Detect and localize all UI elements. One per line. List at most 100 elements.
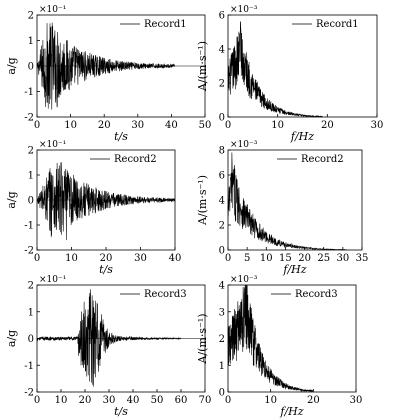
legend-label: Record1 (144, 19, 187, 30)
x-tick-label: 10 (65, 253, 78, 264)
x-tick-label: 30 (103, 395, 116, 406)
y-tick-label: 2 (219, 221, 225, 232)
y-tick-label: 2 (219, 79, 225, 90)
x-tick-label: 10 (260, 253, 273, 264)
x-tick-label: 30 (134, 253, 147, 264)
plot-frame (227, 14, 378, 118)
y-tick-label: -2 (24, 388, 34, 399)
x-tick-label: 15 (279, 253, 292, 264)
x-tick-label: 10 (271, 120, 284, 131)
y-tick-label: 3 (219, 307, 225, 318)
x-axis-label: t/s (114, 130, 128, 143)
x-tick-label: 0 (34, 395, 40, 406)
x-axis-label: f/Hz (279, 405, 303, 418)
x-tick-label: 0 (225, 120, 231, 131)
x-tick-label: 20 (100, 253, 113, 264)
y-tick-label: 6 (219, 11, 225, 22)
x-tick-label: 50 (199, 120, 212, 131)
x-tick-label: 30 (371, 120, 384, 131)
panel-6: 0 10 20 30 0 1 2 3 4 ×10⁻³ f/Hz A/(m·s⁻¹) Record3 (196, 275, 362, 418)
y-scale-factor: ×10⁻³ (230, 140, 258, 150)
y-tick-label: -1 (24, 221, 34, 232)
y-tick-label: 1 (28, 171, 34, 182)
y-tick-label: 2 (28, 281, 34, 292)
y-scale-factor: ×10⁻¹ (39, 275, 66, 285)
legend-label: Record3 (144, 289, 187, 300)
y-tick-label: 4 (219, 45, 225, 56)
x-tick-label: 10 (55, 395, 68, 406)
y-tick-label: 6 (219, 171, 225, 182)
y-tick-label: -2 (24, 246, 34, 257)
y-tick-label: 1 (28, 36, 34, 47)
y-tick-label: 0 (28, 196, 34, 207)
x-tick-label: 0 (34, 120, 40, 131)
x-axis-label: t/s (114, 405, 128, 418)
x-tick-label: 30 (131, 120, 144, 131)
y-tick-label: 2 (219, 334, 225, 345)
x-tick-label: 60 (175, 395, 188, 406)
y-scale-factor: ×10⁻¹ (39, 140, 66, 150)
y-tick-label: 2 (28, 11, 34, 22)
x-tick-label: 10 (264, 395, 277, 406)
x-tick-label: 40 (165, 120, 178, 131)
y-axis-label: A/(m·s⁻¹) (196, 41, 209, 92)
x-tick-label: 0 (225, 253, 231, 264)
x-tick-label: 70 (199, 395, 212, 406)
legend-label: Record2 (301, 154, 344, 165)
legend-label: Record1 (316, 19, 359, 30)
x-tick-label: 20 (307, 395, 320, 406)
x-tick-label: 10 (64, 120, 77, 131)
x-tick-label: 20 (298, 253, 311, 264)
x-tick-label: 30 (336, 253, 349, 264)
y-tick-label: 4 (219, 281, 225, 292)
series-trace-record3 (36, 289, 182, 387)
y-axis-label: a/g (5, 330, 18, 347)
y-tick-label: 0 (28, 334, 34, 345)
series-trace-record1 (36, 22, 175, 110)
x-tick-label: 20 (321, 120, 334, 131)
y-scale-factor: ×10⁻¹ (39, 5, 66, 15)
y-scale-factor: ×10⁻³ (230, 5, 258, 15)
y-tick-label: 2 (28, 146, 34, 157)
x-tick-label: 20 (79, 395, 92, 406)
y-tick-label: -1 (24, 87, 34, 98)
x-tick-label: 20 (98, 120, 111, 131)
y-tick-label: -1 (24, 361, 34, 372)
x-tick-label: 0 (225, 395, 231, 406)
y-axis-label: a/g (5, 57, 18, 74)
legend-label: Record3 (295, 289, 338, 300)
y-axis-label: a/g (5, 191, 18, 208)
x-tick-label: 50 (151, 395, 164, 406)
legend-label: Record2 (114, 154, 157, 165)
x-tick-label: 30 (350, 395, 363, 406)
y-tick-label: 0 (219, 388, 225, 399)
x-tick-label: 5 (244, 253, 250, 264)
panel-2: 0 10 20 30 0 2 4 6 ×10⁻³ f/Hz A/(m·s⁻¹) Record1 (196, 5, 383, 143)
panel-3: 0 10 20 30 40 -2 -1 0 1 2 ×10⁻¹ t/s a/g Record2 (5, 140, 181, 276)
y-axis-label: A/(m·s⁻¹) (196, 175, 209, 226)
y-tick-label: -2 (24, 113, 34, 124)
series-trace-record2 (227, 152, 347, 251)
x-tick-label: 25 (317, 253, 330, 264)
series-trace-record2 (36, 162, 176, 241)
panel-4: 0 5 10 15 20 25 30 35 0 2 4 6 8 ×10⁻³ f/Hz A/(m·s⁻¹) Rec… (196, 140, 368, 276)
y-axis-label: A/(m·s⁻¹) (196, 313, 209, 364)
y-tick-label: 0 (219, 113, 225, 124)
y-tick-label: 0 (28, 62, 34, 73)
x-tick-label: 40 (169, 253, 182, 264)
y-tick-label: 1 (219, 361, 225, 372)
x-tick-label: 40 (127, 395, 140, 406)
x-tick-label: 35 (356, 253, 369, 264)
plot-frame (227, 149, 363, 251)
x-axis-label: f/Hz (282, 263, 306, 276)
series-trace-record3 (227, 284, 314, 393)
x-axis-label: f/Hz (290, 130, 314, 143)
panel-5: 0 10 20 30 40 50 60 70 -2 -1 0 1 2 ×10⁻¹ t/s a/g Record3 (5, 275, 211, 418)
y-tick-label: 0 (219, 246, 225, 257)
series-trace-record1 (227, 21, 323, 118)
panel-1: 0 10 20 30 40 50 -2 -1 0 1 2 ×10⁻¹ t/s a/g Record1 (5, 5, 211, 143)
y-tick-label: 8 (219, 146, 225, 157)
x-axis-label: t/s (99, 263, 113, 276)
y-tick-label: 4 (219, 196, 225, 207)
